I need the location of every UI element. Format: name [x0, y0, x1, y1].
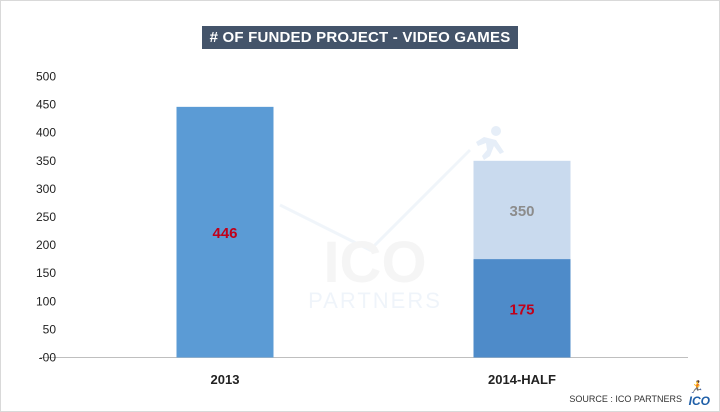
data-labels: 446 350 175 [212, 203, 534, 318]
y-tick-label: 50 [43, 322, 57, 336]
runner-icon [476, 126, 504, 160]
data-label: 175 [509, 301, 534, 318]
data-label: 350 [509, 203, 534, 220]
x-tick-label: 2013 [211, 372, 240, 387]
y-tick-label: 400 [36, 126, 56, 140]
runner-logo-icon: 🏃 [688, 380, 704, 394]
chart-title-wrap: # OF FUNDED PROJECT - VIDEO GAMES [0, 26, 720, 49]
watermark-ico: ICO [323, 230, 426, 295]
ico-logo: 🏃 ICO [689, 380, 710, 408]
watermark-partners: PARTNERS [308, 288, 442, 313]
x-tick-label: 2014-HALF [488, 372, 556, 387]
bar [176, 106, 274, 358]
y-tick-label: 500 [36, 70, 56, 84]
watermark: ICO PARTNERS [279, 148, 472, 313]
x-axis: 2013 2014-HALF [211, 372, 556, 387]
y-tick-label: 250 [36, 210, 56, 224]
source-note: SOURCE : ICO PARTNERS [569, 394, 682, 404]
y-tick-label: 300 [36, 182, 56, 196]
bars [176, 106, 571, 358]
logo-text: ICO [688, 394, 710, 408]
y-tick-label: 350 [36, 154, 56, 168]
bar [473, 259, 571, 358]
chart-title: # OF FUNDED PROJECT - VIDEO GAMES [201, 26, 519, 49]
y-tick-label: -00 [39, 351, 57, 365]
y-tick-label: 200 [36, 238, 56, 252]
data-label: 446 [212, 225, 237, 242]
y-tick-label: 450 [36, 98, 56, 112]
y-axis: -00 50 100 150 200 250 300 350 400 450 500 [36, 70, 56, 365]
y-tick-label: 100 [36, 294, 56, 308]
y-tick-label: 150 [36, 266, 56, 280]
